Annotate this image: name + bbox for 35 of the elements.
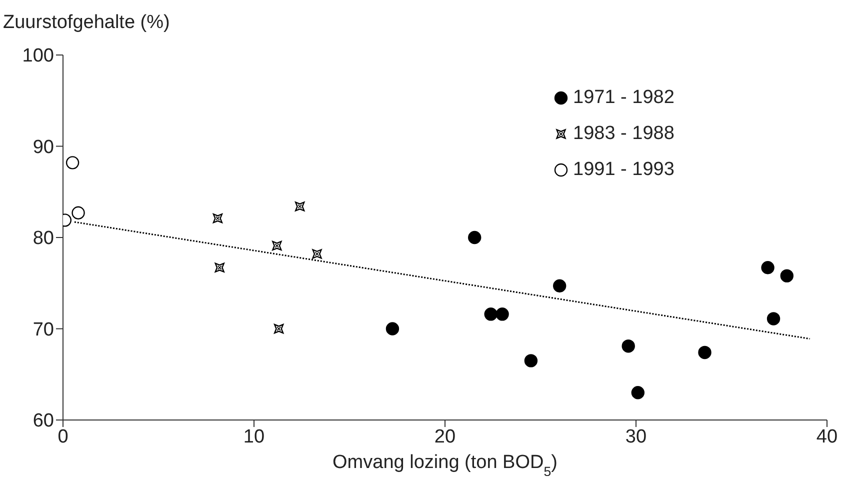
- point: [294, 202, 305, 212]
- x-tick-label: 20: [434, 426, 456, 448]
- y-tick-label: 90: [32, 136, 54, 158]
- point: [72, 206, 85, 220]
- point: [274, 324, 284, 334]
- point: [386, 322, 400, 336]
- point: [468, 230, 482, 244]
- point: [761, 261, 774, 274]
- point: [312, 249, 322, 259]
- point: [780, 269, 794, 282]
- y-tick-label: 70: [32, 319, 54, 340]
- point: [698, 346, 712, 360]
- point: [214, 262, 224, 272]
- point: [631, 386, 645, 400]
- x-axis-title: Omvang lozing (ton BOD$_{5}$): [332, 452, 558, 478]
- legend-label: 1991 - 1993: [573, 159, 674, 181]
- point: [524, 354, 538, 368]
- x-tick-label: 0: [58, 426, 68, 448]
- point: [496, 308, 509, 321]
- point: [66, 156, 80, 170]
- y-tick-label: 100: [22, 46, 54, 67]
- x-tick-label: 30: [625, 426, 647, 448]
- point: [484, 308, 498, 321]
- y-axis-title: Zuurstofgehalte (%): [3, 12, 170, 34]
- legend-label: 1971 - 1982: [573, 87, 674, 109]
- point: [212, 213, 223, 224]
- y-tick-label: 80: [32, 228, 54, 250]
- point: [622, 339, 635, 353]
- point: [272, 240, 282, 251]
- point: [553, 279, 566, 292]
- x-tick-label: 40: [816, 426, 838, 448]
- point: [766, 312, 780, 326]
- legend-label: 1983 - 1988: [573, 123, 674, 145]
- y-tick-label: 60: [32, 410, 54, 432]
- x-tick-label: 10: [243, 426, 265, 448]
